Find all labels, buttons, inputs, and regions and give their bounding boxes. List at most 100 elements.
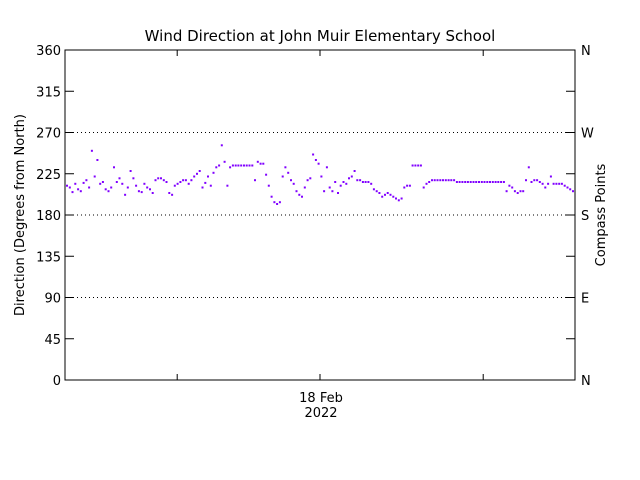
data-point — [179, 181, 182, 183]
data-point — [411, 164, 414, 167]
data-point — [209, 184, 212, 187]
data-point — [419, 164, 422, 167]
data-point — [569, 188, 572, 191]
data-point — [563, 184, 566, 187]
data-point — [143, 182, 146, 185]
data-point — [328, 186, 331, 189]
data-point — [196, 172, 198, 175]
data-point — [259, 162, 262, 165]
y-tick-label: 180 — [36, 209, 61, 224]
data-point — [126, 186, 129, 189]
data-point — [107, 190, 110, 193]
compass-tick-label: S — [581, 209, 589, 224]
data-point — [494, 181, 497, 183]
data-point — [121, 182, 124, 185]
data-point — [433, 179, 436, 182]
data-point — [353, 170, 356, 172]
data-point — [151, 192, 154, 194]
data-point — [140, 191, 143, 194]
data-point — [306, 179, 309, 182]
data-point — [290, 179, 292, 182]
data-point — [464, 181, 467, 183]
data-point — [458, 181, 461, 183]
data-point — [364, 181, 367, 183]
data-point — [162, 179, 165, 182]
y-axis-label: Direction (Degrees from North) — [13, 114, 28, 316]
data-point — [483, 181, 486, 183]
x-tick-date: 18 Feb — [299, 391, 343, 406]
data-point — [110, 186, 113, 189]
data-point — [173, 184, 176, 187]
data-point — [284, 166, 287, 169]
data-point — [207, 175, 209, 178]
data-point — [93, 175, 96, 178]
data-point — [489, 181, 491, 183]
data-point — [455, 181, 458, 183]
data-point — [359, 179, 362, 182]
data-point — [129, 170, 132, 172]
y-tick-label: 225 — [36, 168, 61, 183]
data-point — [234, 164, 237, 167]
data-point — [212, 171, 215, 174]
data-point — [508, 184, 511, 187]
data-point — [146, 186, 149, 189]
data-point — [439, 179, 442, 182]
data-point — [187, 182, 190, 185]
data-point — [428, 181, 431, 183]
data-point — [184, 179, 187, 182]
data-point — [339, 184, 342, 187]
data-point — [254, 179, 256, 182]
data-point — [505, 190, 508, 193]
data-point — [154, 179, 157, 182]
data-point — [536, 179, 539, 182]
data-point — [237, 164, 240, 167]
data-point — [436, 179, 439, 182]
data-point — [425, 182, 428, 185]
data-point — [572, 190, 574, 193]
data-point — [552, 182, 555, 185]
data-point — [527, 166, 530, 169]
x-axis-ticks — [176, 50, 484, 380]
data-point — [541, 182, 544, 185]
y-tick-label: 360 — [36, 44, 61, 59]
data-point — [403, 186, 406, 189]
x-tick-year: 2022 — [304, 406, 337, 421]
data-point — [243, 164, 245, 167]
data-point — [270, 195, 273, 198]
y-tick-label: 90 — [44, 292, 61, 307]
data-point — [298, 193, 301, 196]
data-point — [71, 191, 74, 194]
y-tick-label: 315 — [36, 85, 61, 100]
data-point — [547, 182, 550, 185]
data-point — [165, 181, 168, 183]
data-point — [314, 159, 317, 161]
data-point — [389, 193, 392, 196]
data-point — [325, 166, 328, 169]
data-point — [469, 181, 472, 183]
y-tick-label: 45 — [44, 333, 61, 348]
data-point — [538, 181, 541, 183]
data-point — [511, 186, 514, 189]
data-point — [414, 164, 417, 167]
data-point — [334, 181, 337, 183]
data-point — [513, 190, 516, 193]
data-point — [262, 162, 265, 165]
data-point — [320, 175, 323, 178]
data-point — [245, 164, 248, 167]
data-point — [497, 181, 500, 183]
data-point — [226, 184, 229, 187]
data-point — [406, 184, 409, 187]
data-point — [88, 186, 91, 189]
data-point — [240, 164, 243, 167]
data-point — [516, 192, 519, 194]
data-point — [417, 164, 420, 167]
data-point — [558, 182, 561, 185]
data-point — [218, 164, 221, 167]
data-point — [367, 181, 370, 183]
data-point — [348, 177, 350, 180]
data-point — [384, 193, 386, 196]
data-point — [135, 184, 138, 187]
data-point — [400, 197, 403, 200]
data-point — [292, 182, 295, 185]
data-point — [278, 201, 281, 204]
